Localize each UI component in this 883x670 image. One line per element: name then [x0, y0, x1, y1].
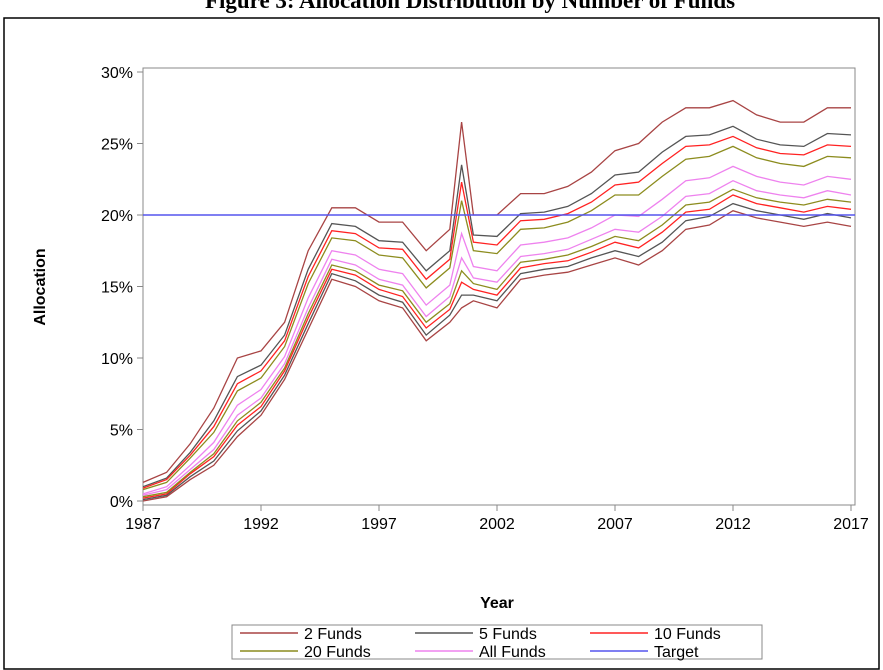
series-line: [142, 179, 852, 496]
legend-label: Target: [654, 644, 699, 661]
series-line: [142, 125, 852, 488]
legend-label: 20 Funds: [304, 644, 371, 661]
series-line: [142, 209, 852, 502]
x-tick-label: 2007: [597, 516, 633, 533]
series-line: [142, 194, 852, 499]
legend-label: 2 Funds: [304, 626, 362, 643]
x-axis-label: Year: [480, 595, 514, 612]
y-tick-label: 25%: [101, 137, 133, 154]
x-tick-label: 1992: [243, 516, 279, 533]
legend-label: 5 Funds: [479, 626, 537, 643]
x-tick-label: 1997: [361, 516, 397, 533]
x-tick-label: 1987: [125, 516, 161, 533]
y-tick-label: 10%: [101, 351, 133, 368]
y-tick-label: 20%: [101, 208, 133, 225]
series-line: [142, 145, 852, 491]
x-tick-label: 2017: [833, 516, 869, 533]
y-axis-label: Allocation: [32, 248, 49, 325]
y-tick-label: 5%: [110, 423, 133, 440]
y-tick-label: 0%: [110, 494, 133, 511]
chart-title: Figure 3: Allocation Distribution by Num…: [205, 0, 735, 13]
series-line: [142, 202, 852, 501]
legend-label: 10 Funds: [654, 626, 721, 643]
series-line: [142, 135, 852, 489]
y-tick-label: 15%: [101, 280, 133, 297]
legend-box: [231, 624, 763, 660]
series-line: [142, 188, 852, 498]
x-tick-label: 2012: [715, 516, 751, 533]
figure-border: [3, 17, 880, 670]
series-line: [142, 165, 852, 495]
y-tick-label: 30%: [101, 65, 133, 82]
x-tick-label: 2002: [479, 516, 515, 533]
legend-label: All Funds: [479, 644, 546, 661]
